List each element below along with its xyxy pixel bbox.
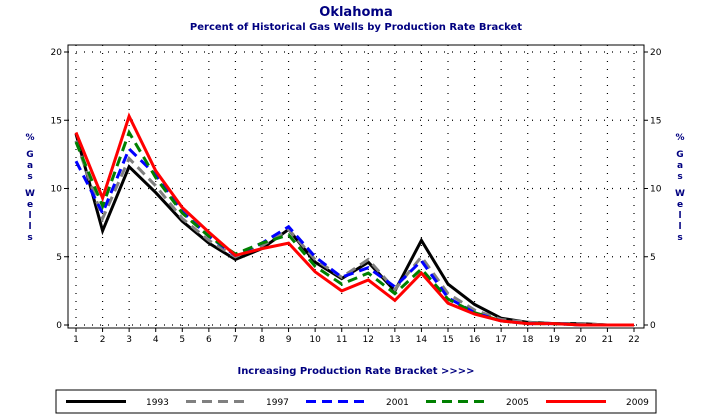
y-tick-label-left: 10 bbox=[51, 185, 63, 195]
x-axis-label: Increasing Production Rate Bracket >>>> bbox=[237, 366, 474, 377]
y-tick-label-left: 20 bbox=[51, 48, 63, 58]
chart-subtitle: Percent of Historical Gas Wells by Produ… bbox=[190, 22, 522, 33]
y-tick-label-right: 10 bbox=[650, 185, 662, 195]
legend: 1993 1997 2001 2005 2009 bbox=[66, 398, 649, 408]
y-axis-label-char: s bbox=[27, 233, 32, 243]
y-axis-label-char: e bbox=[27, 200, 33, 210]
y-axis-label-char: s bbox=[27, 172, 32, 182]
y-axis-label-char: % bbox=[25, 133, 34, 143]
chart-title: Oklahoma bbox=[319, 5, 392, 20]
legend-label-2001: 2001 bbox=[386, 398, 409, 408]
y-tick-label-right: 0 bbox=[650, 321, 656, 331]
y-axis-label-char: G bbox=[676, 150, 683, 160]
y-axis-label-char: e bbox=[677, 200, 683, 210]
y-axis-label-char: a bbox=[677, 161, 683, 171]
y-axis-label-char: G bbox=[26, 150, 33, 160]
legend-label-1997: 1997 bbox=[266, 398, 289, 408]
legend-label-2009: 2009 bbox=[626, 398, 649, 408]
y-tick-label-left: 15 bbox=[51, 116, 62, 126]
x-tick-label: 21 bbox=[602, 335, 613, 345]
y-axis-label-char: l bbox=[678, 211, 681, 221]
x-tick-label: 13 bbox=[389, 335, 400, 345]
x-tick-label: 19 bbox=[549, 335, 561, 345]
plot-frame bbox=[67, 44, 645, 329]
y-axis-label-char: l bbox=[678, 222, 681, 232]
x-tick-label: 18 bbox=[522, 335, 534, 345]
y-tick-label-right: 5 bbox=[650, 253, 656, 263]
x-tick-label: 2 bbox=[100, 335, 106, 345]
y-axis-label-char: W bbox=[25, 189, 35, 199]
x-tick-label: 15 bbox=[442, 335, 453, 345]
series-line-2005 bbox=[74, 128, 634, 327]
x-tick-label: 6 bbox=[206, 335, 212, 345]
series-lines bbox=[74, 112, 634, 327]
x-tick-label: 4 bbox=[153, 335, 159, 345]
y-axis-label-char: l bbox=[28, 222, 31, 232]
y-tick-label-left: 0 bbox=[56, 321, 62, 331]
axes: 1 2 3 4 5 6 7 8 9 10 11 12 13 14 15 16 17 18 19 20 21 220 05 51… bbox=[51, 48, 662, 345]
legend-label-2005: 2005 bbox=[506, 398, 529, 408]
x-tick-label: 10 bbox=[309, 335, 321, 345]
y-tick-label-left: 5 bbox=[56, 253, 62, 263]
series-line-1993 bbox=[74, 133, 634, 327]
y-tick-label-right: 15 bbox=[650, 116, 661, 126]
x-tick-label: 8 bbox=[259, 335, 265, 345]
x-tick-label: 17 bbox=[495, 335, 506, 345]
y-axis-label-char: a bbox=[27, 161, 33, 171]
y-axis-label-char: s bbox=[677, 233, 682, 243]
y-axis-label-char: W bbox=[675, 189, 685, 199]
x-tick-label: 5 bbox=[179, 335, 185, 345]
legend-label-1993: 1993 bbox=[146, 398, 169, 408]
x-tick-label: 11 bbox=[336, 335, 347, 345]
y-tick-label-right: 20 bbox=[650, 48, 662, 58]
y-axis-label-char: s bbox=[677, 172, 682, 182]
x-tick-label: 12 bbox=[363, 335, 374, 345]
x-tick-label: 20 bbox=[575, 335, 587, 345]
y-axis-label-char: % bbox=[675, 133, 684, 143]
x-tick-label: 22 bbox=[628, 335, 639, 345]
x-tick-label: 1 bbox=[73, 335, 79, 345]
x-tick-label: 16 bbox=[469, 335, 481, 345]
x-tick-label: 14 bbox=[416, 335, 428, 345]
y-axis-label-char: l bbox=[28, 211, 31, 221]
x-tick-label: 9 bbox=[286, 335, 292, 345]
x-tick-label: 3 bbox=[126, 335, 132, 345]
x-tick-label: 7 bbox=[233, 335, 239, 345]
series-line-1997 bbox=[74, 140, 634, 327]
series-line-2009 bbox=[74, 112, 634, 327]
